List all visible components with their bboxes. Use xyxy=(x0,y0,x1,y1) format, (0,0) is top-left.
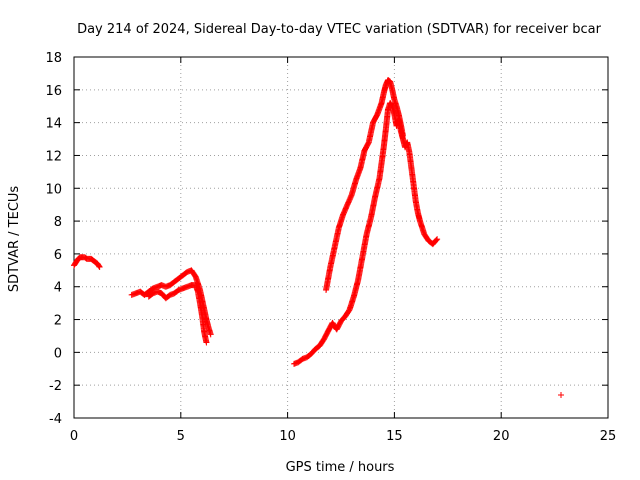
axis-ticks: 0 5 10 15 20 25 -4 -2 0 2 4 6 8 10 12 14 16 18 xyxy=(45,51,616,444)
data-point xyxy=(399,132,406,139)
y-tick-label: 0 xyxy=(54,346,62,361)
data-point xyxy=(558,392,565,399)
y-tick-label: 16 xyxy=(45,84,62,99)
data-point xyxy=(207,331,214,338)
y-tick-label: -2 xyxy=(49,379,62,394)
data-point xyxy=(203,339,210,346)
series-segment-1 xyxy=(71,254,103,271)
y-tick-label: -4 xyxy=(49,412,62,427)
x-tick-label: 10 xyxy=(279,429,296,444)
x-tick-label: 25 xyxy=(600,429,617,444)
data-point xyxy=(433,236,440,243)
series-segment-3-upper xyxy=(323,76,406,294)
series-isolated xyxy=(558,392,565,399)
y-tick-label: 2 xyxy=(54,314,62,329)
x-tick-label: 20 xyxy=(493,429,510,444)
y-tick-label: 12 xyxy=(45,149,62,164)
data-point xyxy=(96,264,103,271)
plot-frame xyxy=(73,56,609,419)
y-tick-label: 18 xyxy=(45,51,62,66)
x-axis-label: GPS time / hours xyxy=(286,460,395,475)
data-point xyxy=(434,236,441,243)
data-series xyxy=(71,76,565,399)
x-tick-label: 0 xyxy=(70,429,78,444)
y-tick-label: 8 xyxy=(54,215,62,230)
data-point xyxy=(96,263,103,270)
y-tick-label: 6 xyxy=(54,248,62,263)
y-tick-label: 10 xyxy=(45,182,62,197)
x-tick-label: 15 xyxy=(386,429,403,444)
y-tick-label: 14 xyxy=(45,117,62,132)
y-tick-label: 4 xyxy=(54,281,62,296)
series-segment-2-lower xyxy=(145,282,210,346)
y-axis-label: SDTVAR / TECUs xyxy=(7,186,22,293)
x-tick-label: 5 xyxy=(177,429,185,444)
chart-title: Day 214 of 2024, Sidereal Day-to-day VTE… xyxy=(77,22,601,37)
